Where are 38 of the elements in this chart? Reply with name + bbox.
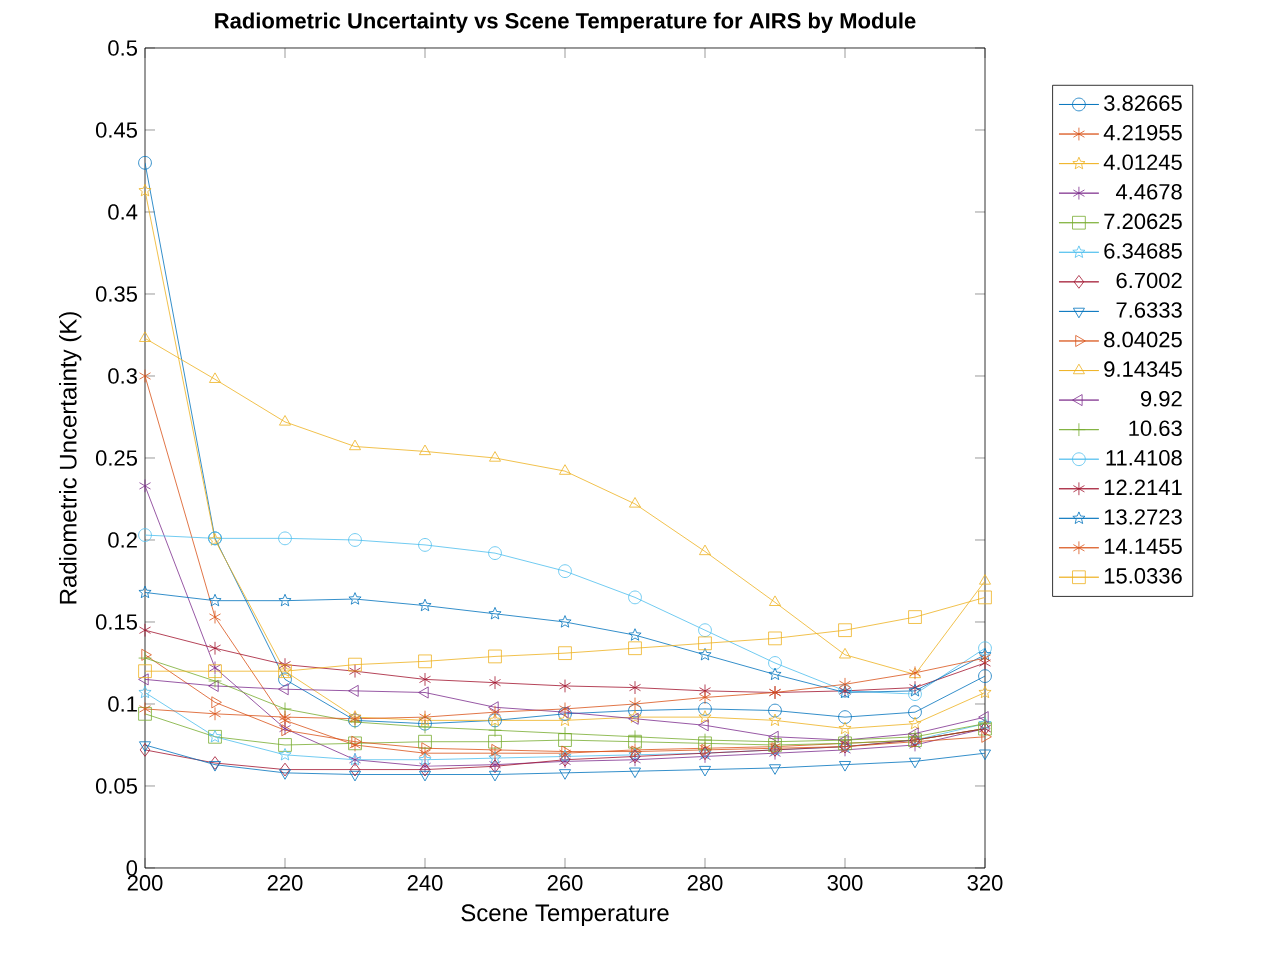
chart-title: Radiometric Uncertainty vs Scene Temperature for AIRS by Module xyxy=(215,12,916,33)
legend-label: 4.01245 xyxy=(1103,154,1182,171)
y-tick-label: 0.15 xyxy=(95,614,137,630)
legend-label: 12.2141 xyxy=(1104,479,1182,495)
x-tick-label: 280 xyxy=(687,875,723,891)
x-tick-label: 300 xyxy=(827,875,863,891)
x-axis-title: Scene Temperature xyxy=(461,904,669,927)
x-tick-label: 260 xyxy=(547,875,583,891)
legend-label: 6.7002 xyxy=(1116,272,1182,289)
legend-label: 14.1455 xyxy=(1104,538,1182,555)
legend-label: 4.21955 xyxy=(1103,124,1182,141)
x-tick-label: 200 xyxy=(127,875,163,891)
y-axis-title: Radiometric Uncertainty (K) xyxy=(59,312,82,604)
x-tick-label: 240 xyxy=(407,875,443,891)
legend-label: 3.82665 xyxy=(1104,95,1182,111)
y-tick-label: 0.4 xyxy=(108,204,138,220)
y-tick-label: 0 xyxy=(126,860,138,876)
x-tick-label: 220 xyxy=(267,875,303,891)
x-tick-label: 320 xyxy=(967,875,1003,891)
y-tick-label: 0.35 xyxy=(95,286,137,302)
legend-label: 7.6333 xyxy=(1116,302,1182,318)
legend-label: 7.20625 xyxy=(1104,213,1182,230)
y-tick-label: 0.2 xyxy=(108,532,137,548)
legend-label: 6.34685 xyxy=(1104,243,1182,259)
legend-label: 10.63 xyxy=(1129,420,1182,437)
legend-label: 8.04025 xyxy=(1104,331,1182,348)
y-tick-label: 0.25 xyxy=(95,450,137,466)
y-tick-label: 0.3 xyxy=(108,368,137,384)
legend-label: 13.2723 xyxy=(1104,509,1182,525)
legend-label: 9.14345 xyxy=(1104,361,1182,377)
legend-label: 4.4678 xyxy=(1115,184,1182,200)
y-tick-label: 0.5 xyxy=(108,40,137,56)
legend-label: 11.4108 xyxy=(1106,450,1182,466)
y-tick-label: 0.05 xyxy=(95,778,137,794)
y-tick-label: 0.45 xyxy=(95,122,137,138)
legend-label: 15.0336 xyxy=(1104,568,1182,584)
y-tick-label: 0.1 xyxy=(108,696,137,712)
legend-label: 9.92 xyxy=(1140,390,1182,407)
